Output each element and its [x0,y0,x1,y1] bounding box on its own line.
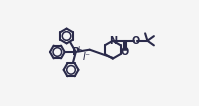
Text: N: N [109,36,117,46]
Text: I⁻: I⁻ [83,52,91,62]
Text: O: O [121,47,129,57]
Text: P: P [72,47,80,57]
Text: +: + [76,45,82,54]
Text: O: O [131,36,139,46]
